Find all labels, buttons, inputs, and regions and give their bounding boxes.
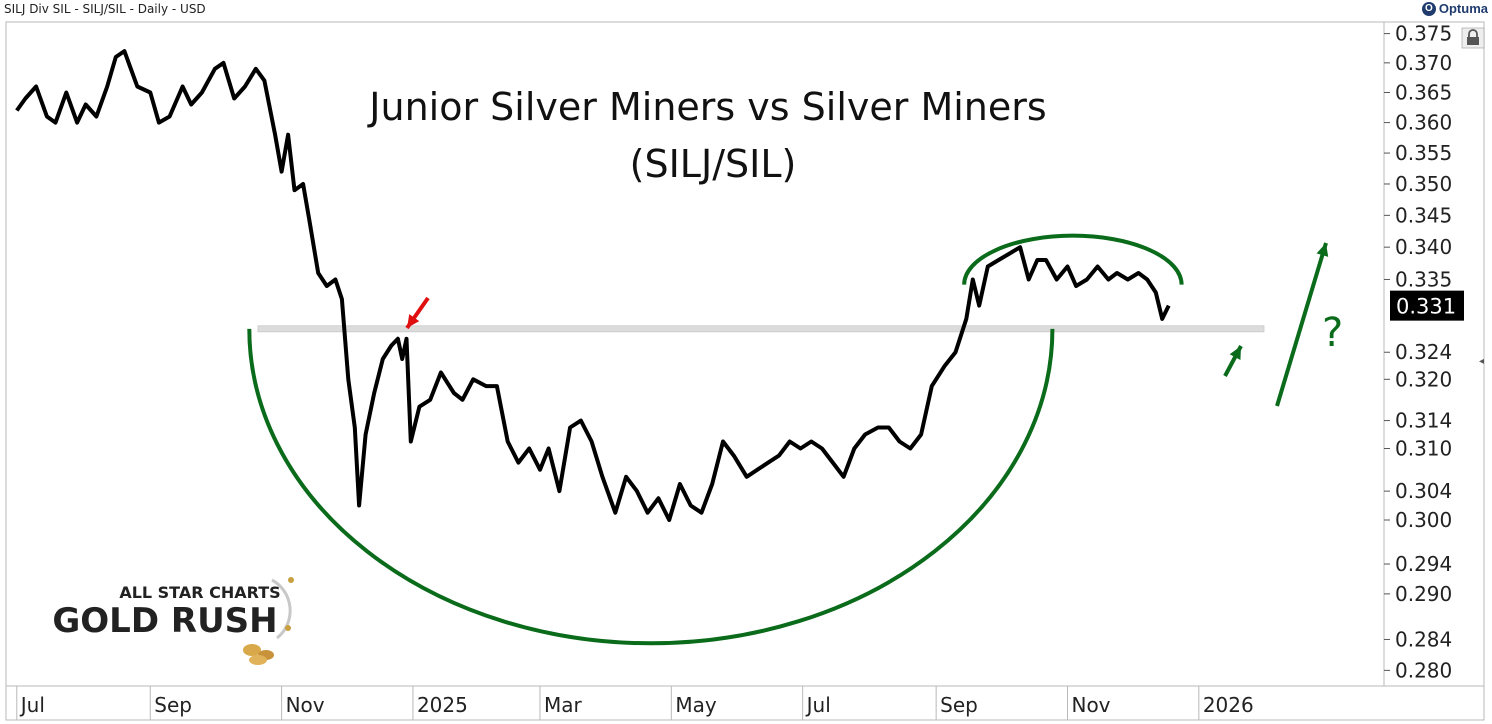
support-level-band [257, 325, 1265, 333]
y-tick-label: 0.290 [1395, 582, 1452, 606]
y-tick-label: 0.310 [1395, 437, 1452, 461]
x-tick-label: Nov [1071, 693, 1110, 717]
y-tick-label: 0.300 [1395, 508, 1452, 532]
lock-icon[interactable] [1461, 27, 1485, 49]
y-tick-label: 0.294 [1395, 552, 1452, 576]
y-tick-label: 0.340 [1395, 235, 1452, 259]
chart-subtitle: (SILJ/SIL) [630, 142, 797, 186]
optuma-logo-icon: O [1421, 1, 1436, 16]
x-tick-label: Sep [154, 693, 192, 717]
y-tick-label: 0.350 [1395, 172, 1452, 196]
watermark-line1: ALL STAR CHARTS [119, 583, 280, 602]
gold-nuggets-icon [243, 644, 274, 665]
chart-title: Junior Silver Miners vs Silver Miners [367, 85, 1046, 129]
y-tick-label: 0.314 [1395, 409, 1452, 433]
green-small-arrow-icon-head [1229, 346, 1241, 360]
star-icon [288, 577, 294, 583]
question-mark-annotation: ? [1322, 310, 1343, 356]
green-large-arrow-icon [1275, 242, 1328, 407]
x-tick-label: 2025 [417, 693, 468, 717]
x-axis-panel [5, 685, 1485, 721]
price-series-line [15, 49, 1171, 522]
y-tick-label: 0.335 [1395, 267, 1452, 291]
x-tick-label: Jul [805, 693, 831, 717]
gold-rush-watermark: ALL STAR CHARTS GOLD RUSH [52, 577, 294, 665]
chart-header-text: SILJ Div SIL - SILJ/SIL - Daily - USD [4, 2, 206, 16]
collapse-panel-icon[interactable]: ◂ [1479, 356, 1484, 367]
last-value-label: 0.331 [1396, 295, 1456, 319]
optuma-brand: O Optuma [1421, 1, 1488, 16]
red-arrow-icon-head [407, 314, 420, 328]
x-tick-label: May [675, 693, 717, 717]
rounding-top-arc [962, 233, 1184, 285]
x-tick-label: Jul [19, 693, 45, 717]
y-tick-label: 0.304 [1395, 479, 1452, 503]
y-tick-label: 0.365 [1395, 81, 1452, 105]
watermark-swoosh-icon [271, 578, 292, 640]
y-tick-label: 0.370 [1395, 51, 1452, 75]
x-tick-label: Mar [544, 693, 583, 717]
x-tick-label: Nov [286, 693, 325, 717]
y-axis-panel [1383, 21, 1485, 687]
y-tick-label: 0.345 [1395, 203, 1452, 227]
rounding-bottom-arc [247, 328, 1055, 646]
green-large-arrow-icon-head [1316, 243, 1329, 257]
y-tick-label: 0.355 [1395, 141, 1452, 165]
y-tick-label: 0.320 [1395, 367, 1452, 391]
last-value-badge [1390, 290, 1464, 321]
x-tick-label: 2026 [1203, 693, 1254, 717]
y-tick-label: 0.375 [1395, 22, 1452, 46]
y-tick-label: 0.324 [1395, 340, 1452, 364]
y-tick-label: 0.360 [1395, 111, 1452, 135]
optuma-brand-label: Optuma [1438, 1, 1488, 16]
watermark-line2: GOLD RUSH [52, 601, 277, 641]
y-tick-label: 0.284 [1395, 627, 1452, 651]
y-tick-label: 0.280 [1395, 658, 1452, 682]
x-tick-label: Sep [940, 693, 978, 717]
star-icon [285, 625, 291, 631]
